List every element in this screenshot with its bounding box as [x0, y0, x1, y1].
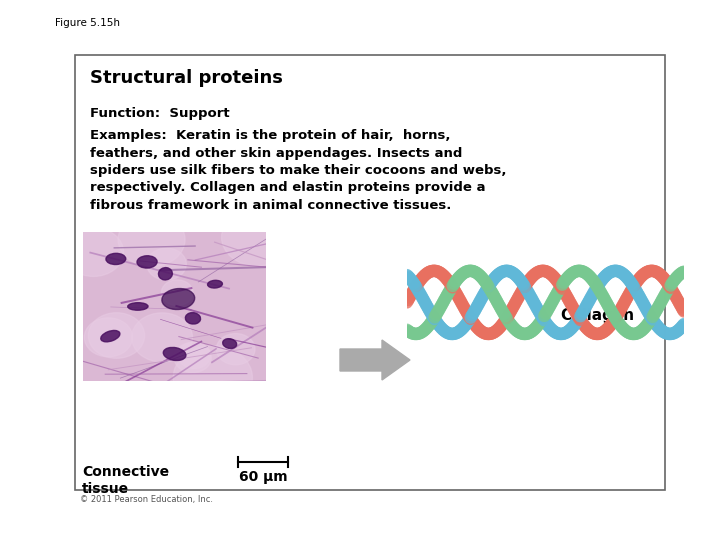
Ellipse shape: [207, 280, 222, 288]
Ellipse shape: [185, 313, 201, 324]
Circle shape: [118, 212, 185, 267]
FancyArrow shape: [340, 340, 410, 380]
Circle shape: [174, 346, 253, 410]
Polygon shape: [83, 232, 266, 381]
Ellipse shape: [222, 339, 237, 348]
Text: Structural proteins: Structural proteins: [90, 69, 283, 87]
Circle shape: [132, 313, 192, 362]
Ellipse shape: [127, 303, 148, 310]
Ellipse shape: [101, 330, 120, 342]
Text: Collagen: Collagen: [560, 308, 634, 323]
Ellipse shape: [163, 347, 186, 361]
Ellipse shape: [162, 288, 194, 309]
Bar: [75, 55, 665, 490]
Circle shape: [216, 334, 255, 365]
Text: 60 μm: 60 μm: [239, 470, 287, 484]
Circle shape: [174, 342, 212, 373]
Circle shape: [222, 208, 292, 266]
Circle shape: [178, 342, 211, 369]
Text: © 2011 Pearson Education, Inc.: © 2011 Pearson Education, Inc.: [80, 495, 213, 504]
Text: Function:  Support: Function: Support: [90, 107, 230, 120]
Ellipse shape: [158, 268, 172, 280]
Text: Connective
tissue: Connective tissue: [82, 465, 169, 496]
Ellipse shape: [137, 256, 157, 268]
Ellipse shape: [106, 253, 126, 265]
Circle shape: [89, 313, 145, 359]
Circle shape: [84, 318, 132, 357]
Circle shape: [147, 248, 186, 280]
Text: Figure 5.15h: Figure 5.15h: [55, 18, 120, 28]
Circle shape: [161, 280, 193, 306]
Text: Examples:  Keratin is the protein of hair,  horns,
feathers, and other skin appe: Examples: Keratin is the protein of hair…: [90, 129, 506, 212]
Circle shape: [63, 228, 124, 276]
